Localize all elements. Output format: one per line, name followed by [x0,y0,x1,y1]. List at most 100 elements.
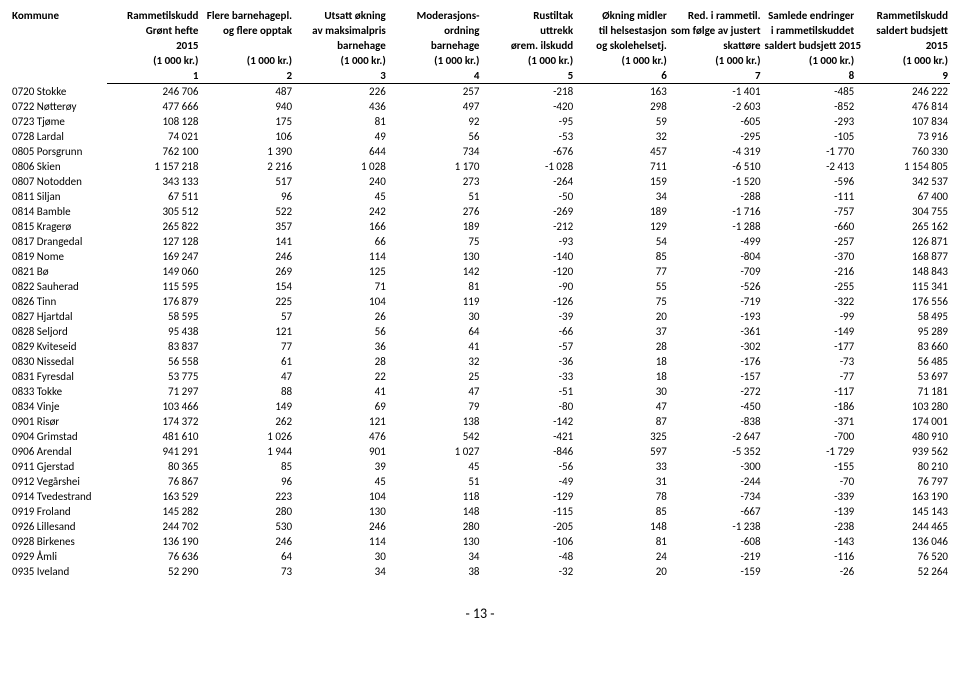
col-header: Økning midler [575,8,669,23]
table-row: 0830 Nissedal56 558612832-3618-176-7356 … [10,354,950,369]
value-cell: -90 [481,279,575,294]
value-cell: 33 [575,459,669,474]
col-header [10,53,107,68]
value-cell: 145 282 [107,504,201,519]
value-cell: 1 028 [294,159,388,174]
value-cell: -120 [481,264,575,279]
value-cell: 644 [294,144,388,159]
value-cell: 95 438 [107,324,201,339]
kommune-cell: 0904 Grimstad [10,429,107,444]
value-cell: 78 [575,489,669,504]
value-cell: -371 [763,414,857,429]
value-cell: 81 [575,534,669,549]
value-cell: 357 [200,219,294,234]
col-header: 2015 [107,38,201,53]
value-cell: 118 [388,489,482,504]
value-cell: -1 729 [763,444,857,459]
value-cell: -149 [763,324,857,339]
value-cell: -32 [481,564,575,579]
value-cell: -95 [481,114,575,129]
value-cell: -4 319 [669,144,763,159]
value-cell: 59 [575,114,669,129]
value-cell: -193 [669,309,763,324]
value-cell: 114 [294,249,388,264]
value-cell: 130 [294,504,388,519]
value-cell: -36 [481,354,575,369]
value-cell: -361 [669,324,763,339]
col-header: (1 000 kr.) [856,53,950,68]
value-cell: 127 128 [107,234,201,249]
value-cell: -116 [763,549,857,564]
kommune-cell: 0929 Åmli [10,549,107,564]
value-cell: 130 [388,249,482,264]
value-cell: -272 [669,384,763,399]
value-cell: -596 [763,174,857,189]
value-cell: 96 [200,474,294,489]
value-cell: -734 [669,489,763,504]
value-cell: 154 [200,279,294,294]
value-cell: -48 [481,549,575,564]
value-cell: -115 [481,504,575,519]
value-cell: -1 288 [669,219,763,234]
value-cell: 34 [294,564,388,579]
value-cell: 1 170 [388,159,482,174]
col-header: (1 000 kr.) [200,53,294,68]
col-header: som følge av justert [669,23,763,38]
col-number: 5 [481,68,575,84]
value-cell: -2 413 [763,159,857,174]
value-cell: -157 [669,369,763,384]
value-cell: 67 511 [107,189,201,204]
table-row: 0829 Kviteseid83 837773641-5728-302-1778… [10,339,950,354]
value-cell: -50 [481,189,575,204]
value-cell: 20 [575,309,669,324]
value-cell: -186 [763,399,857,414]
value-cell: -33 [481,369,575,384]
value-cell: -264 [481,174,575,189]
value-cell: 246 222 [856,84,950,100]
value-cell: 487 [200,84,294,100]
value-cell: 148 [388,504,482,519]
kommune-cell: 0806 Skien [10,159,107,174]
value-cell: 174 001 [856,414,950,429]
value-cell: 760 330 [856,144,950,159]
value-cell: -499 [669,234,763,249]
kommune-cell: 0827 Hjartdal [10,309,107,324]
value-cell: 265 822 [107,219,201,234]
value-cell: -106 [481,534,575,549]
value-cell: -757 [763,204,857,219]
value-cell: 159 [575,174,669,189]
kommune-cell: 0815 Kragerø [10,219,107,234]
value-cell: 64 [388,324,482,339]
value-cell: 34 [388,549,482,564]
value-cell: -111 [763,189,857,204]
kommune-cell: 0906 Arendal [10,444,107,459]
value-cell: 76 867 [107,474,201,489]
col-number: 6 [575,68,669,84]
kommune-cell: 0826 Tinn [10,294,107,309]
table-row: 0817 Drangedal127 1281416675-9354-499-25… [10,234,950,249]
value-cell: -57 [481,339,575,354]
table-row: 0805 Porsgrunn762 1001 390644734-676457-… [10,144,950,159]
value-cell: 149 [200,399,294,414]
value-cell: 74 021 [107,129,201,144]
value-cell: 269 [200,264,294,279]
kommune-cell: 0911 Gjerstad [10,459,107,474]
value-cell: 53 775 [107,369,201,384]
value-cell: 477 666 [107,99,201,114]
value-cell: -370 [763,249,857,264]
value-cell: -719 [669,294,763,309]
value-cell: 47 [575,399,669,414]
value-cell: -26 [763,564,857,579]
value-cell: 18 [575,369,669,384]
header-row-1: Kommune Rammetilskudd Flere barnehagepl.… [10,8,950,23]
col-header: (1 000 kr.) [575,53,669,68]
col-header: til helsestasjon [575,23,669,38]
table-row: 0833 Tokke71 297884147-5130-272-11771 18… [10,384,950,399]
value-cell: 530 [200,519,294,534]
value-cell: 56 558 [107,354,201,369]
kommune-cell: 0814 Bamble [10,204,107,219]
value-cell: 304 755 [856,204,950,219]
value-cell: 81 [388,279,482,294]
value-cell: -852 [763,99,857,114]
header-row-4: (1 000 kr.) (1 000 kr.) (1 000 kr.) (1 0… [10,53,950,68]
